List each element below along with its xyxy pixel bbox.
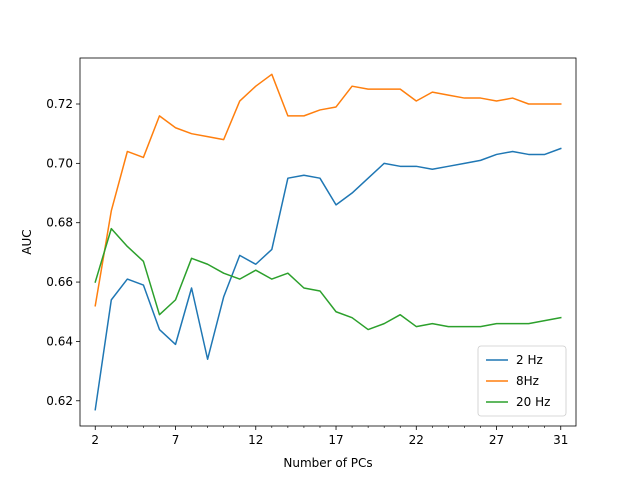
axes: 2 7 12 17 22 27 310.620.640.660.680.700.72 bbox=[46, 57, 577, 447]
legend-label-0: 2 Hz bbox=[516, 353, 543, 367]
legend-box bbox=[477, 345, 567, 417]
x-axis-label: Number of PCs bbox=[283, 456, 372, 470]
y-tick-label-0: 0.62 bbox=[46, 394, 73, 408]
series-line-2 bbox=[94, 227, 562, 331]
series-line-0 bbox=[94, 147, 562, 411]
x-tick-label-3: 17 bbox=[328, 433, 343, 447]
axes-frame bbox=[79, 57, 577, 427]
y-tick-label-5: 0.72 bbox=[46, 97, 73, 111]
legend: 2 Hz 8Hz 20 Hz bbox=[477, 345, 567, 417]
series-line-1 bbox=[94, 73, 562, 307]
x-tick-label-6: 31 bbox=[553, 433, 568, 447]
plot-area bbox=[94, 73, 562, 411]
legend-label-2: 20 Hz bbox=[516, 395, 550, 409]
y-tick-label-2: 0.66 bbox=[46, 275, 73, 289]
x-tick-label-5: 27 bbox=[489, 433, 504, 447]
x-tick-label-0: 2 bbox=[91, 433, 99, 447]
y-tick-label-4: 0.70 bbox=[46, 156, 73, 170]
x-tick-label-1: 7 bbox=[172, 433, 180, 447]
legend-label-1: 8Hz bbox=[516, 374, 539, 388]
y-tick-label-1: 0.64 bbox=[46, 334, 73, 348]
y-tick-label-3: 0.68 bbox=[46, 216, 73, 230]
x-tick-label-4: 22 bbox=[409, 433, 424, 447]
y-axis-label: AUC bbox=[20, 229, 34, 254]
x-tick-label-2: 12 bbox=[248, 433, 263, 447]
